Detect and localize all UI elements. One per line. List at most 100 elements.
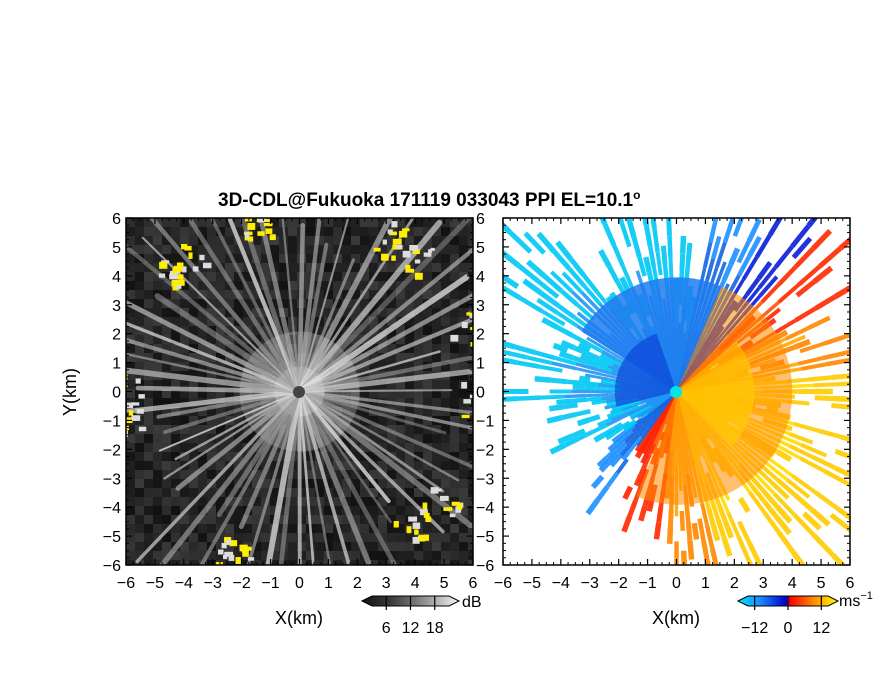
velocity-ray xyxy=(598,364,613,373)
reflectivity-noise-cell xyxy=(261,479,270,488)
reflectivity-edge-echo xyxy=(373,247,381,252)
reflectivity-noise-cell xyxy=(252,362,261,371)
reflectivity-noise-cell xyxy=(135,389,144,398)
reflectivity-noise-cell xyxy=(153,317,162,326)
reflectivity-edge-echo xyxy=(423,252,432,257)
reflectivity-y-tick-label: −5 xyxy=(103,529,121,546)
reflectivity-noise-cell xyxy=(180,317,189,326)
velocity-ray xyxy=(799,341,826,354)
reflectivity-noise-cell xyxy=(423,263,432,272)
reflectivity-noise-cell xyxy=(225,506,234,515)
reflectivity-x-tick-label: 1 xyxy=(324,575,333,592)
reflectivity-edge-echo xyxy=(463,399,472,404)
reflectivity-noise-cell xyxy=(360,479,369,488)
velocity-ray xyxy=(619,443,632,457)
reflectivity-x-tick-label: 2 xyxy=(353,575,362,592)
reflectivity-noise-cell xyxy=(306,551,315,560)
reflectivity-noise-cell xyxy=(396,362,405,371)
reflectivity-edge-echo xyxy=(414,272,423,280)
reflectivity-noise-cell xyxy=(441,470,450,479)
reflectivity-noise-cell xyxy=(171,236,180,245)
velocity-ray xyxy=(711,235,722,260)
reflectivity-noise-cell xyxy=(243,245,252,254)
reflectivity-noise-cell xyxy=(360,326,369,335)
reflectivity-ray xyxy=(199,389,302,565)
reflectivity-noise-cell xyxy=(378,299,387,308)
reflectivity-noise-cell xyxy=(369,236,378,245)
reflectivity-ray xyxy=(296,274,470,395)
velocity-ray xyxy=(575,408,591,417)
reflectivity-noise-cell xyxy=(405,497,414,506)
reflectivity-noise-cell xyxy=(414,515,423,524)
reflectivity-noise-cell xyxy=(189,506,198,515)
reflectivity-noise-cell xyxy=(459,542,468,551)
reflectivity-noise-cell xyxy=(261,542,270,551)
reflectivity-edge-echo xyxy=(396,244,403,250)
reflectivity-noise-cell xyxy=(351,218,360,227)
reflectivity-noise-cell xyxy=(423,452,432,461)
reflectivity-noise-cell xyxy=(324,479,333,488)
reflectivity-noise-cell xyxy=(333,326,342,335)
reflectivity-noise-cell xyxy=(351,506,360,515)
reflectivity-noise-cell xyxy=(171,389,180,398)
reflectivity-noise-cell xyxy=(468,551,473,560)
reflectivity-noise-cell xyxy=(351,416,360,425)
reflectivity-noise-cell xyxy=(324,542,333,551)
reflectivity-noise-cell xyxy=(198,470,207,479)
reflectivity-noise-cell xyxy=(144,560,153,565)
reflectivity-noise-cell xyxy=(387,299,396,308)
reflectivity-noise-cell xyxy=(252,524,261,533)
reflectivity-noise-cell xyxy=(441,533,450,542)
reflectivity-noise-cell xyxy=(360,398,369,407)
reflectivity-noise-cell xyxy=(432,470,441,479)
reflectivity-noise-cell xyxy=(324,299,333,308)
reflectivity-ray xyxy=(126,389,302,415)
velocity-ray xyxy=(773,492,796,516)
reflectivity-noise-cell xyxy=(405,443,414,452)
velocity-ray xyxy=(635,431,649,447)
reflectivity-noise-cell xyxy=(162,461,171,470)
reflectivity-noise-cell xyxy=(324,470,333,479)
reflectivity-noise-cell xyxy=(306,461,315,470)
reflectivity-noise-cell xyxy=(180,380,189,389)
reflectivity-noise-cell xyxy=(423,254,432,263)
reflectivity-noise-cell xyxy=(459,470,468,479)
reflectivity-noise-cell xyxy=(423,479,432,488)
velocity-ray xyxy=(536,279,560,299)
reflectivity-noise-cell xyxy=(252,308,261,317)
reflectivity-noise-cell xyxy=(234,218,243,227)
reflectivity-noise-cell xyxy=(369,551,378,560)
reflectivity-noise-cell xyxy=(153,335,162,344)
reflectivity-noise-cell xyxy=(180,227,189,236)
reflectivity-noise-cell xyxy=(414,542,423,551)
velocity-ray xyxy=(717,218,719,219)
reflectivity-noise-cell xyxy=(405,407,414,416)
reflectivity-noise-cell xyxy=(135,506,144,515)
reflectivity-noise-cell xyxy=(144,506,153,515)
reflectivity-noise-cell xyxy=(270,299,279,308)
velocity-ray xyxy=(756,261,773,281)
reflectivity-ray xyxy=(265,388,303,565)
reflectivity-noise-cell xyxy=(270,371,279,380)
reflectivity-noise-cell xyxy=(126,470,135,479)
velocity-ray xyxy=(638,463,648,477)
velocity-ray xyxy=(848,483,850,488)
reflectivity-noise-cell xyxy=(171,254,180,263)
reflectivity-ray xyxy=(126,352,301,393)
reflectivity-x-tick-label: 0 xyxy=(295,575,304,592)
velocity-ray xyxy=(750,484,767,504)
velocity-ray xyxy=(638,416,648,426)
reflectivity-noise-cell xyxy=(369,263,378,272)
reflectivity-edge-echo xyxy=(489,356,494,363)
reflectivity-noise-cell xyxy=(144,317,153,326)
reflectivity-edge-echo xyxy=(414,529,419,535)
reflectivity-noise-cell xyxy=(180,542,189,551)
velocity-ray xyxy=(577,342,592,353)
reflectivity-noise-cell xyxy=(333,263,342,272)
velocity-ticks: −6 −5 −4 −3 −2 −1 0 1 2 3 4 5 6 xyxy=(494,217,855,592)
reflectivity-noise-cell xyxy=(405,398,414,407)
velocity-ray xyxy=(560,339,576,351)
reflectivity-noise-cell xyxy=(360,461,369,470)
reflectivity-noise-cell xyxy=(126,551,135,560)
reflectivity-noise-cell xyxy=(351,290,360,299)
